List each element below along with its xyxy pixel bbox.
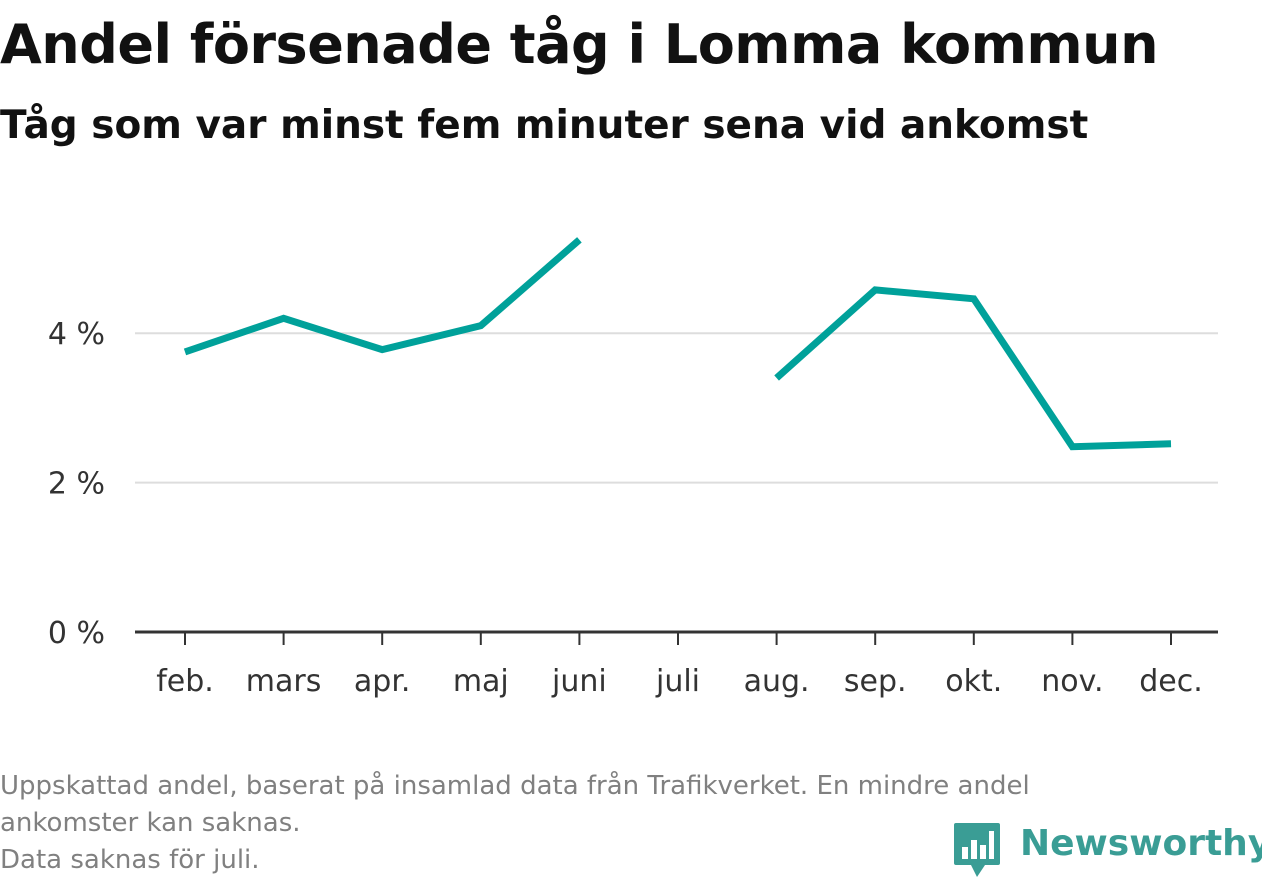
line-chart: 0 % 2 % 4 % feb. mars apr. maj juni juli aug. sep… xyxy=(48,237,1218,699)
chart-title: Andel försenade tåg i Lomma kommun xyxy=(0,13,1159,76)
y-axis-labels: 0 % 2 % 4 % xyxy=(48,317,105,651)
x-tick-label: maj xyxy=(453,664,509,699)
brand-name: Newsworthy xyxy=(1020,823,1262,864)
gridlines xyxy=(135,332,1218,484)
x-tick-label: aug. xyxy=(744,664,810,699)
footnote-line: Data saknas för juli. xyxy=(0,845,260,875)
chart-subtitle: Tåg som var minst fem minuter sena vid a… xyxy=(0,103,1089,148)
x-tick-label: apr. xyxy=(354,664,411,699)
footnote: Uppskattad andel, baserat på insamlad da… xyxy=(0,768,1262,879)
x-tick-label: feb. xyxy=(156,664,214,699)
x-tick-label: juli xyxy=(655,664,700,699)
x-tick-label: sep. xyxy=(844,664,907,699)
x-axis xyxy=(135,630,1218,645)
brand-logo: Newsworthy xyxy=(950,818,1262,879)
x-tick-label: nov. xyxy=(1041,664,1103,699)
footnote-line: ankomster kan saknas. xyxy=(0,808,301,838)
series-lines xyxy=(183,237,1172,451)
y-tick-label: 2 % xyxy=(48,467,105,502)
footnote-line: Uppskattad andel, baserat på insamlad da… xyxy=(0,771,1030,801)
x-tick-label: mars xyxy=(246,664,322,699)
x-tick-label: okt. xyxy=(945,664,1002,699)
bar-chart-speech-bubble-icon xyxy=(954,823,1000,877)
series-line xyxy=(183,237,582,356)
x-tick-label: dec. xyxy=(1139,664,1203,699)
y-tick-label: 0 % xyxy=(48,616,105,651)
y-tick-label: 4 % xyxy=(48,317,105,352)
x-tick-label: juni xyxy=(551,664,607,699)
x-axis-labels: feb. mars apr. maj juni juli aug. sep. okt. nov. d… xyxy=(156,664,1203,699)
series-line xyxy=(774,286,1172,451)
